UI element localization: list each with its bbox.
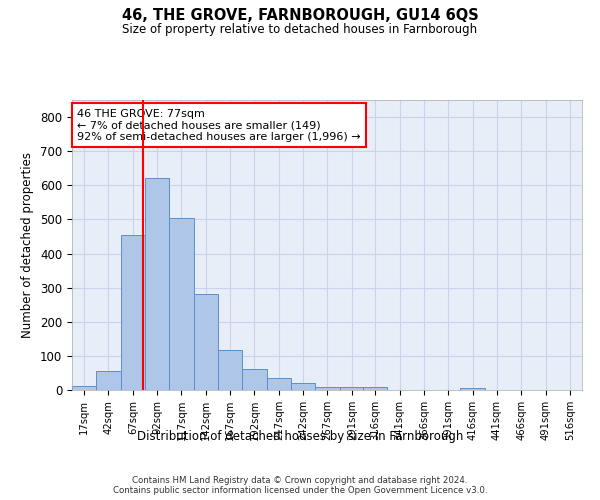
Bar: [169, 218, 194, 390]
Text: Distribution of detached houses by size in Farnborough: Distribution of detached houses by size …: [137, 430, 463, 443]
Y-axis label: Number of detached properties: Number of detached properties: [22, 152, 34, 338]
Bar: [97, 371, 121, 390]
Bar: [72, 386, 97, 390]
Bar: [242, 368, 266, 390]
Bar: [340, 387, 364, 390]
Bar: [266, 378, 291, 390]
Bar: [121, 235, 145, 390]
Text: Size of property relative to detached houses in Farnborough: Size of property relative to detached ho…: [122, 22, 478, 36]
Bar: [194, 294, 218, 390]
Text: 46, THE GROVE, FARNBOROUGH, GU14 6QS: 46, THE GROVE, FARNBOROUGH, GU14 6QS: [122, 8, 478, 22]
Bar: [145, 178, 169, 390]
Bar: [363, 388, 388, 390]
Bar: [291, 383, 316, 390]
Bar: [218, 350, 242, 390]
Text: Contains HM Land Registry data © Crown copyright and database right 2024.
Contai: Contains HM Land Registry data © Crown c…: [113, 476, 487, 495]
Text: 46 THE GROVE: 77sqm
← 7% of detached houses are smaller (149)
92% of semi-detach: 46 THE GROVE: 77sqm ← 7% of detached hou…: [77, 108, 361, 142]
Bar: [460, 388, 485, 390]
Bar: [316, 386, 340, 390]
